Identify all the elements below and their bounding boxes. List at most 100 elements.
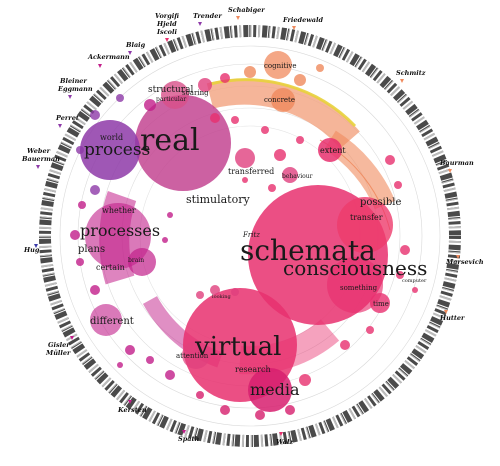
svg-text:Bleiner: Bleiner	[59, 77, 87, 85]
svg-text:Trender: Trender	[193, 12, 222, 20]
author-marker-icon	[444, 310, 448, 314]
bubble-extent	[318, 138, 342, 162]
svg-text:Gisler: Gisler	[48, 341, 70, 349]
author-marker-icon	[98, 64, 102, 68]
author-marker-icon	[456, 255, 460, 259]
bubble-behaviour	[282, 167, 298, 183]
author-labels: Vorgifi Hjeld Iscoli Trender Schabiger F…	[21, 6, 484, 446]
author-marker-icon	[292, 26, 296, 30]
author-ackermann: Ackermann	[87, 53, 130, 68]
author-spath: Späth	[178, 430, 199, 443]
word-attention: attention	[176, 352, 209, 360]
outer-document-ring-light	[39, 25, 461, 447]
author-marker-icon	[68, 95, 72, 99]
word-plans: plans	[78, 244, 105, 255]
word-particular: particular	[156, 96, 186, 103]
author-vorgiti: Vorgifi Hjeld Iscoli	[155, 12, 179, 42]
word-soaring: soaring	[182, 89, 209, 97]
author-friedewald: Friedewald	[282, 16, 323, 30]
word-something: something	[340, 284, 378, 292]
svg-text:Hutter: Hutter	[439, 314, 465, 322]
author-hutter: Hutter	[439, 310, 465, 322]
word-real: real	[140, 123, 200, 158]
word-processes: processes	[80, 221, 160, 240]
word-fritz: Fritz	[242, 231, 260, 239]
word-schemata: schemata	[240, 234, 376, 267]
author-marker-icon	[70, 336, 74, 340]
word-research: research	[235, 365, 271, 374]
author-gisler: Gisler Müller	[45, 336, 74, 357]
author-marsevich: Marsevich	[445, 255, 484, 266]
svg-text:Müller: Müller	[45, 349, 71, 357]
arc-yellow	[209, 78, 357, 128]
word-world: world	[100, 133, 123, 142]
svg-text:Blaig: Blaig	[125, 41, 146, 49]
author-marker-icon	[236, 16, 240, 20]
word-extent: extent	[320, 146, 346, 155]
bubble-something	[327, 257, 383, 313]
svg-text:Schmitz: Schmitz	[396, 69, 426, 77]
author-trender: Trender	[193, 12, 222, 26]
svg-text:Hug: Hug	[23, 246, 40, 254]
svg-text:Kersten: Kersten	[117, 406, 147, 414]
word-brain: brain	[128, 257, 144, 264]
word-consciousness: consciousness	[283, 256, 427, 280]
svg-text:Baurman: Baurman	[439, 159, 474, 167]
svg-text:Weber: Weber	[27, 147, 51, 155]
svg-text:Ackermann: Ackermann	[87, 53, 130, 61]
small-bubbles	[70, 64, 418, 420]
word-different: different	[90, 316, 134, 327]
author-marker-icon	[128, 51, 132, 55]
author-marker-icon	[58, 124, 62, 128]
guide-ring-1	[59, 45, 441, 427]
bubble-transferred	[235, 148, 255, 168]
word-stimulatory: stimulatory	[186, 193, 250, 206]
word-media: media	[250, 380, 300, 399]
word-whether: whether	[102, 206, 136, 215]
bubble-possible	[337, 197, 393, 253]
author-blaig: Blaig	[125, 41, 146, 55]
author-marker-icon	[36, 165, 40, 169]
word-cognitive: cognitive	[264, 62, 297, 70]
author-marker-icon	[198, 22, 202, 26]
word-time: time	[373, 300, 389, 308]
author-marker-icon	[165, 38, 169, 42]
word-possible: possible	[360, 197, 401, 208]
bubble-time	[370, 293, 390, 313]
bubble-process	[80, 120, 140, 180]
svg-text:Walz: Walz	[276, 438, 293, 446]
author-bleiner: Bleiner Eggmann	[57, 77, 93, 99]
bubble-concrete	[271, 88, 295, 112]
svg-text:Marsevich: Marsevich	[445, 258, 484, 266]
author-marker-icon	[34, 244, 38, 248]
bubble-brain	[128, 248, 156, 276]
word-looking: looking	[212, 294, 231, 300]
svg-text:Iscoli: Iscoli	[156, 28, 177, 36]
svg-text:Schabiger: Schabiger	[228, 6, 265, 14]
author-marker-icon	[279, 432, 283, 436]
word-certain: certain	[96, 263, 125, 272]
svg-text:Eggmann: Eggmann	[57, 85, 93, 93]
author-kersten: Kersten	[117, 400, 147, 414]
word-concrete: concrete	[264, 96, 295, 104]
author-weber: Weber Bauerman	[21, 147, 60, 169]
author-baurman: Baurman	[439, 159, 474, 173]
author-hug: Hug	[23, 244, 40, 254]
author-marker-icon	[448, 169, 452, 173]
svg-text:Bauerman: Bauerman	[21, 155, 60, 163]
bubble-real	[135, 95, 231, 191]
word-structural: structural	[148, 85, 193, 95]
author-marker-icon	[400, 79, 404, 83]
author-marker-icon	[182, 430, 186, 434]
author-walz: Walz	[276, 432, 293, 446]
bubble-structural	[161, 81, 189, 109]
author-schmitz: Schmitz	[396, 69, 426, 83]
word-computer: computer	[402, 278, 427, 284]
author-schabiger: Schabiger	[228, 6, 265, 20]
word-virtual: virtual	[194, 332, 281, 362]
svg-text:Vorgifi: Vorgifi	[155, 12, 179, 20]
author-perret: Perret	[55, 114, 79, 128]
bubble-cognitive	[264, 51, 292, 79]
svg-text:Perret: Perret	[55, 114, 79, 122]
